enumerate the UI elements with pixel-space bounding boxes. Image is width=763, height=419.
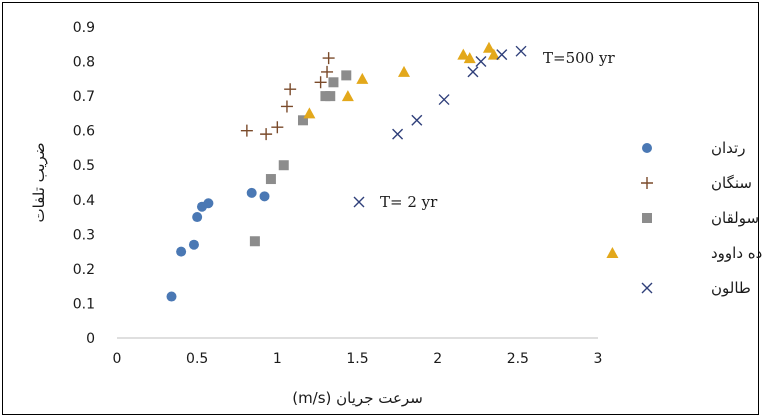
data-point <box>411 114 423 126</box>
data-point <box>203 198 214 209</box>
legend-label: امامزاده داوود <box>711 244 763 262</box>
x-axis-label: سرعت جریان (m/s) <box>292 389 423 407</box>
tick-labels: 0 0.5 1 1.5 2 2.5 3 0 0.1 0.2 0.3 0.4 0.5 0.6 0.7 0.8 0.… <box>73 20 603 367</box>
legend-label: سولقان <box>711 209 759 227</box>
legend-item: سنگان <box>641 174 752 192</box>
y-tick-label: 0.8 <box>73 55 95 71</box>
data-point <box>467 66 479 78</box>
y-tick-label: 0.2 <box>73 262 95 278</box>
series-4 <box>392 45 527 140</box>
x-tick-label: 1 <box>273 351 282 367</box>
y-tick-label: 0 <box>86 331 95 347</box>
data-point <box>265 174 276 185</box>
series-2 <box>249 70 352 247</box>
data-point <box>303 107 316 119</box>
legend-label: سنگان <box>711 174 752 192</box>
legend-marker <box>642 213 652 223</box>
data-point <box>284 83 297 96</box>
legend-marker <box>641 282 653 294</box>
x-tick-label: 1.5 <box>346 351 368 367</box>
y-tick-label: 0.3 <box>73 227 95 243</box>
data-point <box>457 48 470 60</box>
y-tick-label: 0.1 <box>73 296 95 312</box>
data-point <box>392 128 404 140</box>
data-points <box>166 41 527 302</box>
data-point <box>356 72 369 84</box>
data-point <box>438 94 450 106</box>
data-point <box>475 56 487 68</box>
data-point <box>246 187 257 198</box>
legend-item: طالون <box>641 279 751 297</box>
x-tick-label: 2.5 <box>507 351 529 367</box>
y-tick-label: 0.4 <box>73 193 95 209</box>
data-point <box>321 65 334 78</box>
legend-marker <box>642 143 652 153</box>
y-axis-label: ضریب تلفات <box>30 142 48 222</box>
data-point <box>166 291 177 302</box>
x-tick-label: 3 <box>594 351 603 367</box>
data-point <box>271 121 284 134</box>
data-point <box>322 52 335 65</box>
series-0 <box>166 187 270 302</box>
legend-item: سولقان <box>642 209 759 227</box>
data-point <box>297 115 308 126</box>
y-tick-label: 0.7 <box>73 89 95 105</box>
data-point <box>249 236 260 247</box>
data-point <box>280 100 293 113</box>
data-point <box>397 65 410 77</box>
legend-label: طالون <box>711 279 751 297</box>
data-point <box>325 91 336 102</box>
annotation-t2: T= 2 yr <box>380 193 438 211</box>
x-tick-label: 2 <box>433 351 442 367</box>
data-point <box>314 76 327 89</box>
data-point <box>192 212 203 223</box>
data-point <box>259 191 270 202</box>
y-tick-label: 0.5 <box>73 158 95 174</box>
annotations: T=500 yr T= 2 yr <box>353 49 615 211</box>
series-3 <box>303 41 500 119</box>
legend-label: رتدان <box>711 139 745 157</box>
legend: رتدان سنگان سولقان امامزاده داوود طالون <box>606 139 763 297</box>
legend-item: امامزاده داوود <box>606 244 763 262</box>
data-point <box>341 70 352 81</box>
annotation-t2-marker <box>353 196 365 208</box>
legend-marker <box>606 247 619 258</box>
legend-marker <box>641 177 653 189</box>
series-1 <box>240 52 335 141</box>
data-point <box>260 128 273 141</box>
data-point <box>487 48 500 60</box>
data-point <box>496 49 508 61</box>
y-tick-label: 0.6 <box>73 124 95 140</box>
annotation-t500: T=500 yr <box>543 49 615 67</box>
data-point <box>515 45 527 57</box>
legend-item: رتدان <box>642 139 745 157</box>
data-point <box>188 239 199 250</box>
x-tick-label: 0.5 <box>186 351 208 367</box>
x-tick-label: 0 <box>113 351 122 367</box>
y-tick-label: 0.9 <box>73 20 95 36</box>
data-point <box>278 160 289 171</box>
data-point <box>240 124 253 137</box>
data-point <box>328 77 339 88</box>
data-point <box>176 246 187 257</box>
data-point <box>482 41 495 53</box>
data-point <box>463 52 476 64</box>
data-point <box>341 90 354 102</box>
